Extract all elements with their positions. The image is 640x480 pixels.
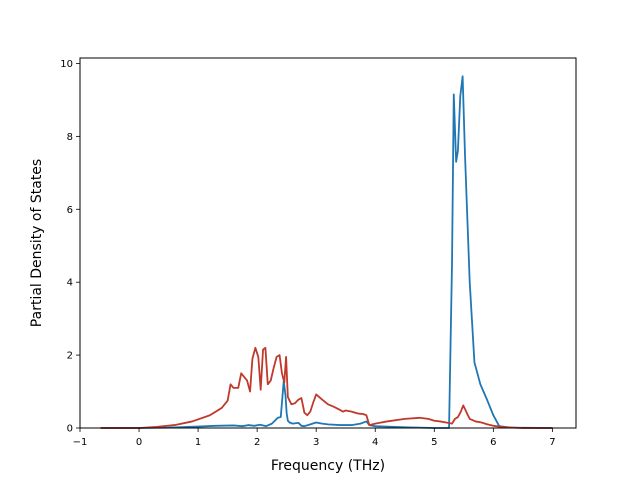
x-tick-label: −1 bbox=[73, 437, 88, 448]
series-layer bbox=[100, 75, 553, 429]
y-tick-label: 0 bbox=[67, 424, 73, 435]
y-axis-ticks: 0 2 4 6 8 10 bbox=[60, 59, 80, 435]
x-axis-label: Frequency (THz) bbox=[271, 458, 385, 474]
series-line-2 bbox=[100, 346, 553, 429]
y-tick-label: 10 bbox=[60, 59, 73, 70]
x-tick-label: 4 bbox=[372, 437, 378, 448]
y-tick-label: 6 bbox=[67, 205, 73, 216]
x-tick-label: 7 bbox=[549, 437, 555, 448]
y-tick-label: 2 bbox=[67, 351, 73, 362]
x-tick-label: 2 bbox=[254, 437, 260, 448]
x-tick-label: 3 bbox=[313, 437, 319, 448]
y-tick-label: 8 bbox=[67, 132, 73, 143]
plot-frame bbox=[79, 57, 577, 429]
x-tick-label: 1 bbox=[195, 437, 201, 448]
y-axis-label: Partial Density of States bbox=[29, 159, 45, 327]
x-tick-label: 0 bbox=[136, 437, 142, 448]
x-axis-ticks: −1 0 1 2 3 4 5 6 7 bbox=[73, 428, 556, 448]
y-tick-label: 4 bbox=[67, 278, 73, 289]
x-tick-label: 6 bbox=[490, 437, 496, 448]
series-line-1 bbox=[100, 75, 553, 429]
x-tick-label: 5 bbox=[431, 437, 437, 448]
